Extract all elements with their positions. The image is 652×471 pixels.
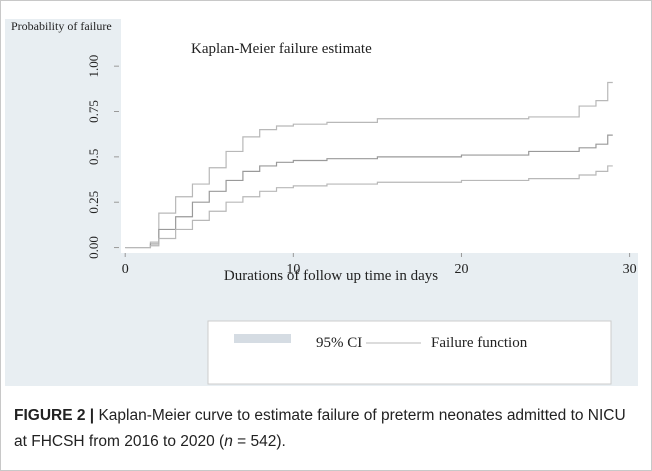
caption-label: FIGURE 2 |	[14, 407, 95, 424]
km-curve	[125, 134, 613, 249]
caption-text: Kaplan-Meier curve to estimate failure o…	[14, 407, 626, 450]
y-axis-label: Probability of failure	[11, 19, 112, 33]
y-tick-label: 0.25	[86, 191, 101, 214]
legend-box	[207, 320, 612, 385]
x-tick-label: 20	[454, 262, 468, 277]
x-tick-label: 0	[122, 262, 129, 277]
legend-label: 95% CI	[316, 335, 362, 351]
chart: Probability of failure Kaplan-Meier fail…	[5, 19, 638, 386]
caption: FIGURE 2 | Kaplan-Meier curve to estimat…	[14, 403, 634, 455]
km-curve	[125, 165, 613, 249]
caption-end: = 542).	[232, 433, 286, 450]
legend-swatch	[234, 334, 291, 343]
x-axis-label: Durations of follow up time in days	[224, 268, 438, 284]
legend-label: Failure function	[431, 335, 528, 351]
plot-area	[121, 19, 638, 253]
y-tick-label: 0.5	[86, 149, 101, 165]
y-tick-label: 0.00	[86, 236, 101, 259]
x-tick-label: 30	[623, 262, 637, 277]
x-tick-label: 10	[286, 262, 300, 277]
caption-italic: n	[224, 433, 233, 450]
y-tick-label: 0.75	[86, 100, 101, 123]
y-tick-label: 1.00	[86, 55, 101, 78]
chart-title: Kaplan-Meier failure estimate	[191, 41, 372, 57]
km-curve	[125, 81, 613, 249]
